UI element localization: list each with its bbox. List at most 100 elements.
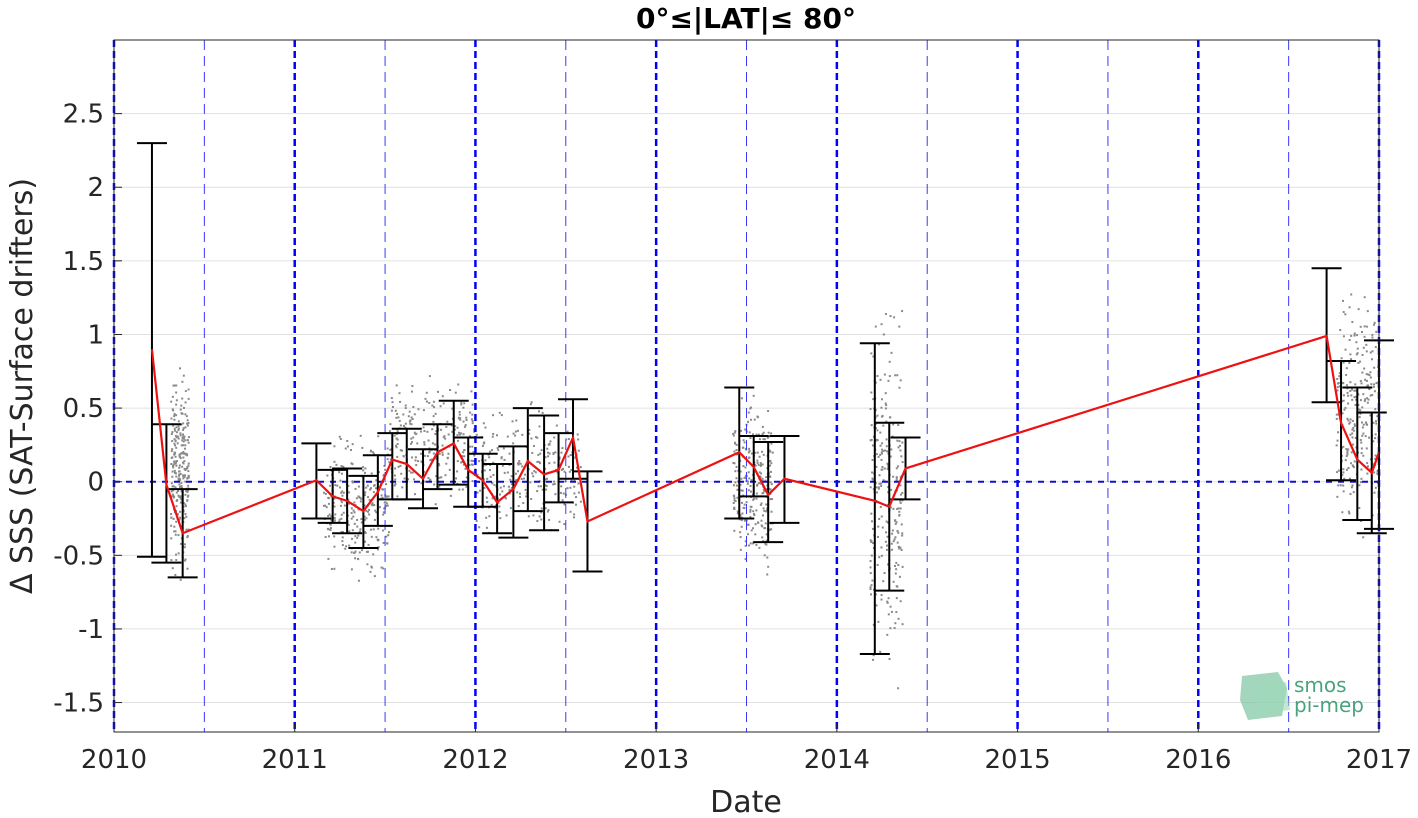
scatter-point: [456, 470, 459, 473]
scatter-point: [351, 529, 354, 532]
scatter-point: [894, 522, 897, 525]
scatter-point: [901, 441, 904, 444]
scatter-point: [885, 548, 888, 551]
scatter-point: [895, 611, 898, 614]
scatter-point: [870, 584, 873, 587]
scatter-point: [892, 540, 895, 543]
scatter-point: [733, 499, 736, 502]
scatter-point: [752, 513, 755, 516]
scatter-point: [490, 503, 493, 506]
scatter-point: [180, 484, 183, 487]
scatter-point: [486, 501, 489, 504]
scatter-point: [462, 463, 465, 466]
scatter-point: [434, 432, 437, 435]
scatter-point: [895, 568, 898, 571]
scatter-point: [394, 467, 397, 470]
scatter-point: [340, 513, 343, 516]
scatter-point: [401, 486, 404, 489]
scatter-point: [434, 503, 437, 506]
scatter-point: [896, 541, 899, 544]
scatter-point: [761, 463, 764, 466]
scatter-point: [1369, 351, 1372, 354]
scatter-point: [372, 491, 375, 494]
scatter-point: [187, 464, 190, 467]
scatter-point: [184, 480, 187, 483]
scatter-point: [1341, 299, 1344, 302]
scatter-point: [744, 544, 747, 547]
scatter-point: [439, 405, 442, 408]
scatter-point: [761, 477, 764, 480]
scatter-point: [363, 494, 366, 497]
scatter-point: [334, 484, 337, 487]
y-tick-label: 2: [87, 173, 104, 203]
scatter-point: [1369, 394, 1372, 397]
scatter-point: [509, 507, 512, 510]
scatter-point: [390, 396, 393, 399]
scatter-point: [358, 530, 361, 533]
scatter-point: [1370, 383, 1373, 386]
scatter-point: [389, 448, 392, 451]
scatter-point: [752, 510, 755, 513]
scatter-point: [177, 429, 180, 432]
scatter-point: [884, 407, 887, 410]
scatter-point: [893, 316, 896, 319]
scatter-point: [749, 437, 752, 440]
scatter-point: [187, 494, 190, 497]
scatter-point: [887, 463, 890, 466]
scatter-point: [1342, 361, 1345, 364]
scatter-point: [769, 498, 772, 501]
scatter-point: [876, 563, 879, 566]
scatter-point: [540, 511, 543, 514]
scatter-point: [184, 503, 187, 506]
scatter-point: [539, 462, 542, 465]
scatter-point: [386, 458, 389, 461]
scatter-point: [764, 479, 767, 482]
scatter-point: [517, 462, 520, 465]
scatter-point: [423, 429, 426, 432]
scatter-point: [170, 516, 173, 519]
scatter-point: [1348, 361, 1351, 364]
scatter-point: [872, 658, 875, 661]
scatter-point: [897, 564, 900, 567]
scatter-point: [1345, 367, 1348, 370]
scatter-point: [187, 397, 190, 400]
x-tick-label: 2013: [623, 745, 689, 775]
scatter-point: [356, 518, 359, 521]
scatter-point: [427, 439, 430, 442]
scatter-point: [887, 597, 890, 600]
scatter-point: [1349, 353, 1352, 356]
scatter-point: [454, 391, 457, 394]
scatter-point: [179, 501, 182, 504]
scatter-point: [498, 510, 501, 513]
scatter-point: [1365, 350, 1368, 353]
scatter-point: [338, 471, 341, 474]
scatter-point: [870, 540, 873, 543]
scatter-point: [353, 501, 356, 504]
scatter-point: [1353, 389, 1356, 392]
scatter-point: [770, 510, 773, 513]
scatter-point: [1350, 486, 1353, 489]
scatter-point: [898, 575, 901, 578]
scatter-point: [1344, 313, 1347, 316]
scatter-point: [181, 461, 184, 464]
scatter-point: [510, 475, 513, 478]
scatter-point: [183, 435, 186, 438]
scatter-point: [1354, 383, 1357, 386]
scatter-point: [410, 390, 413, 393]
scatter-point: [329, 528, 332, 531]
scatter-point: [184, 452, 187, 455]
scatter-point: [1349, 421, 1352, 424]
scatter-point: [356, 536, 359, 539]
scatter-point: [173, 415, 176, 418]
scatter-point: [876, 535, 879, 538]
scatter-point: [1376, 415, 1379, 418]
scatter-point: [179, 432, 182, 435]
scatter-point: [1351, 320, 1354, 323]
scatter-point: [764, 522, 767, 525]
scatter-point: [535, 436, 538, 439]
scatter-point: [752, 394, 755, 397]
scatter-point: [886, 633, 889, 636]
scatter-point: [464, 424, 467, 427]
scatter-point: [175, 475, 178, 478]
